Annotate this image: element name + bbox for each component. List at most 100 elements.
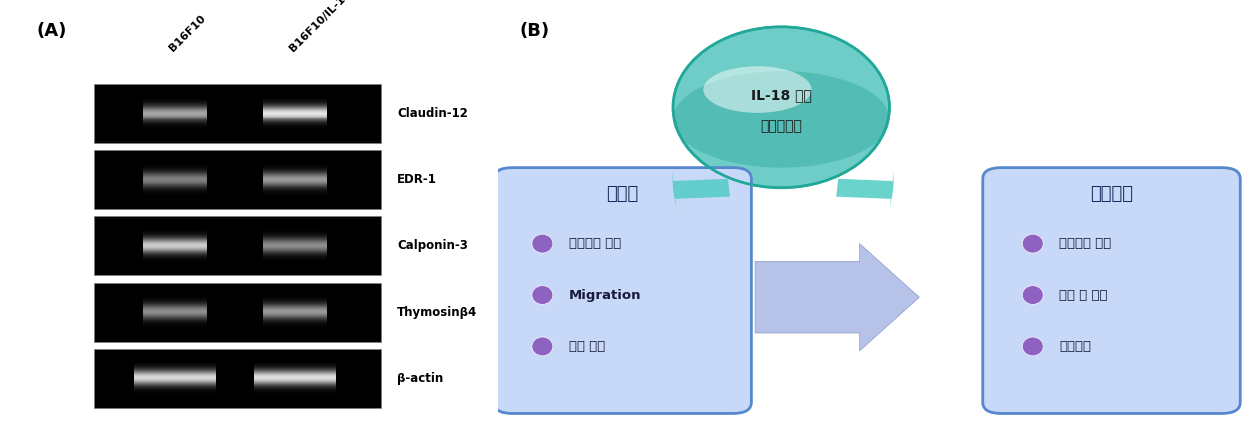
- Bar: [254, 381, 336, 382]
- Text: 면역거부 억제: 면역거부 억제: [569, 237, 621, 250]
- Bar: [262, 314, 327, 315]
- Bar: [143, 180, 208, 181]
- Bar: [143, 311, 208, 312]
- Bar: [254, 365, 336, 366]
- Bar: [143, 322, 208, 323]
- Bar: [262, 246, 327, 247]
- Ellipse shape: [703, 66, 811, 113]
- Bar: [134, 374, 216, 375]
- Bar: [143, 308, 208, 309]
- Bar: [262, 115, 327, 117]
- Bar: [143, 186, 208, 187]
- Bar: [143, 256, 208, 257]
- Bar: [254, 378, 336, 379]
- Bar: [262, 234, 327, 235]
- Bar: [143, 125, 208, 127]
- Bar: [143, 305, 208, 306]
- Bar: [143, 246, 208, 247]
- Bar: [143, 252, 208, 253]
- Bar: [262, 260, 327, 261]
- Bar: [134, 389, 216, 390]
- Text: 세포 성장: 세포 성장: [569, 340, 605, 353]
- Bar: [134, 391, 216, 392]
- Text: Thymosinβ4: Thymosinβ4: [397, 305, 478, 319]
- Bar: [143, 120, 208, 122]
- Bar: [143, 312, 208, 313]
- Bar: [143, 105, 208, 106]
- Bar: [254, 376, 336, 377]
- Bar: [254, 371, 336, 372]
- Bar: [254, 369, 336, 370]
- Bar: [262, 184, 327, 185]
- Bar: [143, 317, 208, 318]
- Bar: [262, 309, 327, 310]
- Bar: [134, 365, 216, 366]
- Bar: [262, 237, 327, 238]
- Bar: [254, 363, 336, 364]
- Bar: [262, 321, 327, 322]
- Bar: [143, 297, 208, 298]
- Bar: [262, 238, 327, 239]
- Bar: [143, 190, 208, 192]
- Bar: [143, 104, 208, 105]
- Bar: [262, 318, 327, 319]
- Bar: [254, 383, 336, 384]
- Bar: [262, 185, 327, 186]
- Bar: [254, 375, 336, 376]
- Bar: [262, 243, 327, 244]
- Bar: [262, 168, 327, 169]
- Bar: [254, 390, 336, 391]
- Bar: [262, 167, 327, 168]
- Bar: [143, 239, 208, 240]
- Bar: [143, 115, 208, 117]
- Bar: [262, 104, 327, 105]
- Bar: [143, 123, 208, 124]
- Bar: [143, 98, 208, 100]
- Bar: [254, 377, 336, 378]
- Bar: [262, 253, 327, 254]
- Bar: [262, 255, 327, 256]
- Bar: [254, 387, 336, 388]
- Ellipse shape: [532, 337, 552, 356]
- Bar: [254, 370, 336, 371]
- Bar: [143, 118, 208, 119]
- Bar: [143, 235, 208, 236]
- Bar: [262, 257, 327, 258]
- Bar: [262, 114, 327, 115]
- Bar: [262, 119, 327, 121]
- Bar: [134, 369, 216, 370]
- Bar: [143, 301, 208, 302]
- Bar: [143, 238, 208, 239]
- Ellipse shape: [1023, 337, 1044, 356]
- Bar: [262, 193, 327, 194]
- FancyBboxPatch shape: [494, 168, 751, 413]
- Bar: [143, 111, 208, 113]
- FancyArrow shape: [672, 170, 730, 210]
- Bar: [143, 106, 208, 108]
- Bar: [143, 184, 208, 185]
- Bar: [262, 179, 327, 180]
- Bar: [143, 173, 208, 175]
- Bar: [262, 172, 327, 173]
- Bar: [254, 367, 336, 368]
- Bar: [143, 304, 208, 305]
- Bar: [143, 249, 208, 250]
- Text: Claudin-12: Claudin-12: [397, 107, 468, 120]
- Ellipse shape: [532, 286, 552, 304]
- Bar: [262, 322, 327, 323]
- Bar: [143, 242, 208, 243]
- Bar: [262, 250, 327, 251]
- Bar: [143, 240, 208, 241]
- Bar: [143, 113, 208, 114]
- Bar: [143, 299, 208, 300]
- Bar: [134, 388, 216, 389]
- Bar: [262, 247, 327, 248]
- Bar: [254, 368, 336, 369]
- Bar: [262, 315, 327, 316]
- Bar: [134, 375, 216, 376]
- Bar: [262, 116, 327, 118]
- Bar: [262, 191, 327, 193]
- Bar: [143, 169, 208, 170]
- Bar: [143, 181, 208, 183]
- Text: 면역거부 억제: 면역거부 억제: [1059, 237, 1111, 250]
